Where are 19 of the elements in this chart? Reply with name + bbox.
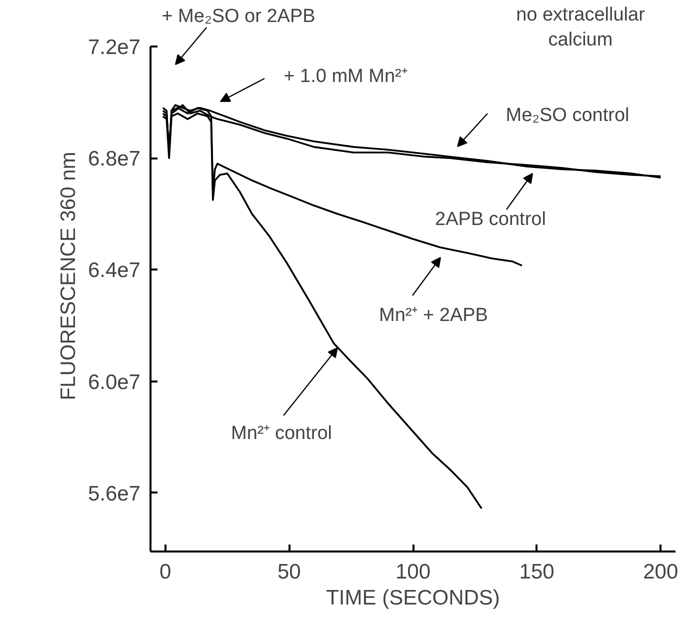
y-axis-title: FLUORESCENCE 360 nm (56, 152, 80, 400)
y-tick-label: 6.8e7 (88, 148, 141, 171)
annotation: Mn²⁺ control (230, 423, 332, 444)
annotation: + 1.0 mM Mn²⁺ (284, 66, 408, 87)
text: + Me₂SO or 2APB (162, 6, 316, 27)
annotation: Me₂SO control (506, 105, 630, 126)
x-tick-label: 100 (395, 560, 431, 584)
x-axis-title: TIME (SECONDS) (326, 586, 500, 610)
x-tick-label: 200 (643, 560, 678, 584)
y-tick-label: 7.2e7 (88, 36, 141, 59)
x-tick-label: 50 (278, 560, 301, 584)
y-tick-label: 5.6e7 (88, 482, 141, 506)
y-tick-label: 6.0e7 (88, 370, 141, 394)
x-tick-label: 150 (519, 560, 554, 584)
annotation: 2APB control (435, 209, 546, 230)
annotation: Mn²⁺ + 2APB (379, 305, 488, 326)
y-tick-label: 6.4e7 (88, 259, 141, 282)
x-tick-label: 0 (160, 560, 172, 584)
annotation: no extracellular calcium (516, 4, 646, 51)
